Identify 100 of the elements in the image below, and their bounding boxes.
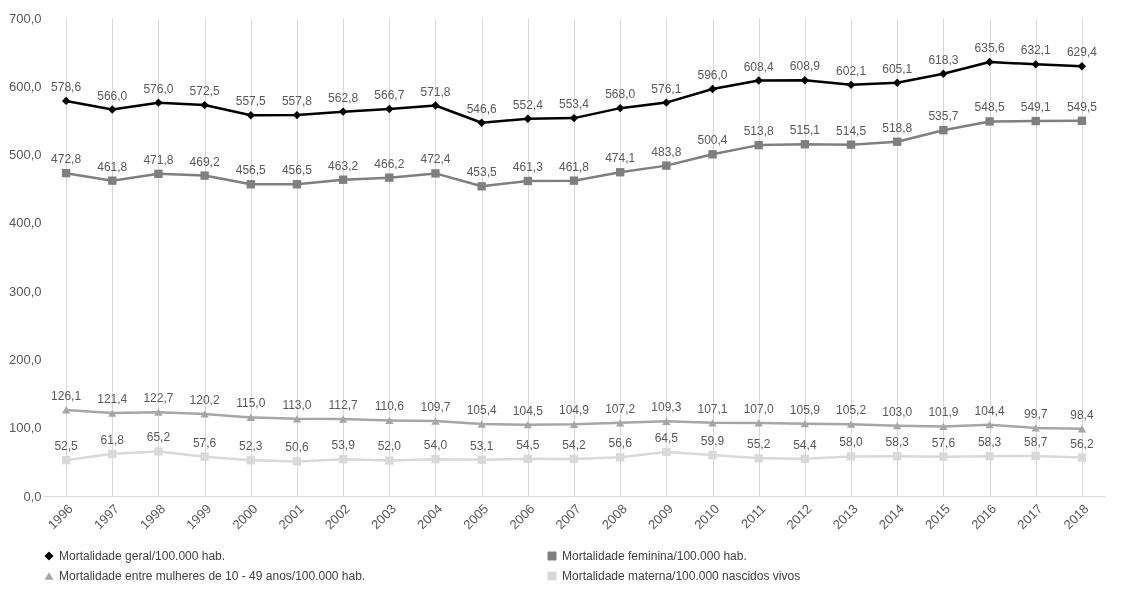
data-label: 472,4 [420,152,451,167]
data-label: 549,1 [1020,100,1052,115]
point [154,98,163,107]
point [754,76,763,85]
data-label: 113,0 [282,397,312,412]
point [246,111,255,120]
data-label: 566,7 [374,88,405,103]
point [292,415,302,423]
point [662,417,671,425]
data-label: 104,5 [512,403,544,418]
point [523,176,533,186]
y-tick-label: 400,0 [8,215,42,231]
point [246,413,255,422]
data-label: 557,8 [281,94,313,109]
data-label: 53,9 [331,438,356,453]
data-label: 474,1 [605,151,636,166]
point [939,126,948,135]
point [569,454,579,464]
data-label: 456,5 [235,163,267,178]
data-label: 64,5 [654,430,679,445]
point [569,420,579,428]
data-label: 103,0 [882,404,913,419]
data-label: 53,1 [469,438,494,453]
data-label: 552,4 [512,97,544,112]
data-label: 54,5 [516,437,540,452]
point [800,420,810,428]
data-label: 58,7 [1024,434,1048,449]
point [200,171,209,180]
point [154,169,163,179]
data-label: 471,8 [143,152,174,167]
data-label: 461,8 [97,159,128,174]
point [338,455,348,464]
data-label: 576,1 [651,81,682,96]
y-tick-label: 0,0 [23,488,42,504]
data-label: 50,6 [285,440,309,455]
point [939,422,948,431]
point [154,447,163,456]
data-label: 469,2 [189,154,220,169]
data-label: 98,4 [1070,407,1094,422]
point [338,107,348,116]
data-label: 549,5 [1066,99,1098,114]
point [893,452,902,461]
data-label: 629,4 [1066,45,1098,60]
point [523,421,533,429]
point [708,84,717,94]
point [615,419,625,427]
point [985,452,994,461]
point [615,168,625,177]
point [800,454,810,464]
data-label: 52,5 [54,439,79,454]
data-label: 61,8 [100,432,125,447]
data-label: 54,0 [423,438,448,453]
data-label: 605,1 [882,61,913,76]
data-label: 602,1 [836,63,867,78]
data-label: 576,0 [143,81,174,96]
point [200,452,209,461]
data-label: 99,7 [1024,406,1048,421]
data-label: 568,0 [605,87,636,102]
point [1031,424,1040,432]
y-tick-label: 700,0 [8,10,42,26]
data-label: 513,8 [743,124,775,139]
point [61,406,71,414]
point [939,452,948,461]
data-label: 635,6 [974,40,1005,55]
data-label: 566,0 [97,88,128,103]
point [846,420,856,428]
data-label: 472,8 [51,152,82,167]
point [846,80,856,90]
data-label: 54,2 [562,437,586,452]
point [108,409,117,417]
point [1031,116,1040,126]
data-label: 562,8 [328,90,359,105]
point [385,104,394,114]
data-label: 456,5 [281,163,313,178]
data-label: 461,8 [558,159,590,174]
point [246,456,255,465]
point [61,455,71,465]
point [431,101,440,110]
point [985,421,994,429]
point [893,137,902,146]
point [338,415,348,423]
point [569,176,579,185]
data-label: 54,4 [793,437,817,452]
data-label: 105,2 [836,403,867,418]
data-label: 557,5 [235,94,267,109]
data-label: 101,9 [928,405,959,420]
point [1077,62,1087,71]
data-label: 553,4 [558,97,590,112]
data-label: 105,4 [466,403,497,418]
data-label: 109,3 [651,400,682,415]
data-label: 122,7 [143,391,174,406]
point [708,150,717,159]
point [246,180,255,189]
data-label: 52,0 [377,439,402,454]
data-label: 104,9 [558,403,590,418]
data-label: 52,3 [239,439,263,454]
point [385,416,394,425]
point [154,408,163,416]
data-label: 58,0 [839,435,864,450]
data-label: 115,0 [236,396,266,411]
